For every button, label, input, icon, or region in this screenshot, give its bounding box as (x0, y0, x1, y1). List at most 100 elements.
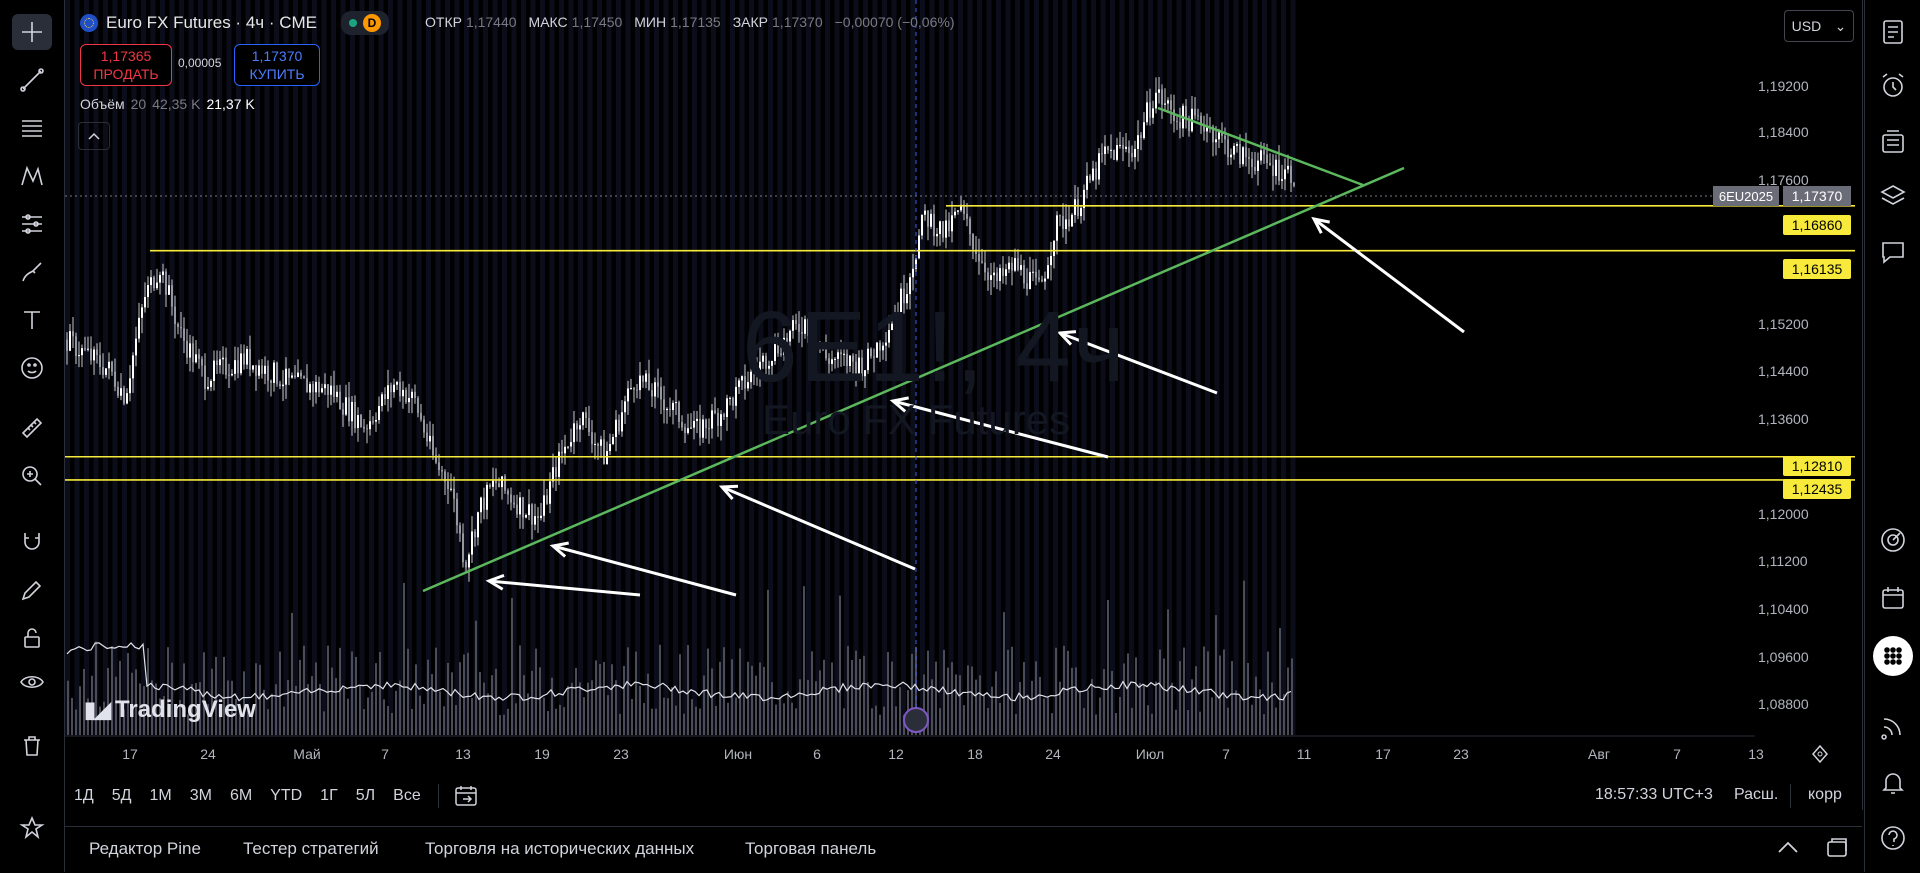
watchlist-icon[interactable] (1873, 12, 1913, 52)
tradingview-logo[interactable]: ▮◢ TradingView (84, 696, 256, 724)
emoji-tool-icon[interactable] (12, 350, 52, 386)
close-label: ЗАКР (732, 14, 769, 30)
bottom-panel: Редактор Pine Тестер стратегий Торговля … (65, 826, 1862, 873)
time-tick: 24 (200, 746, 216, 762)
tab-replay-trading[interactable]: Торговля на исторических данных (425, 839, 695, 858)
price-chart-canvas[interactable] (65, 0, 1862, 810)
price-tick: 1,08800 (1758, 696, 1809, 712)
extended-hours-button[interactable]: Расш. (1734, 786, 1779, 803)
range-ytd-button[interactable]: YTD (270, 787, 303, 804)
time-tick: 19 (534, 746, 550, 762)
currency-value: USD (1791, 18, 1822, 34)
products-grid-icon[interactable] (1873, 636, 1913, 676)
date-range-bar: 1Д 5Д 1М 3М 6М YTD 1Г 5Л Все (65, 776, 479, 816)
alarm-clock-icon[interactable] (1873, 66, 1913, 106)
level-price-label: 1,16135 (1783, 259, 1851, 279)
sell-button[interactable]: 1,17365 ПРОДАТЬ (80, 44, 172, 86)
calendar-icon[interactable] (1873, 578, 1913, 618)
buy-label: КУПИТЬ (249, 66, 305, 82)
eye-icon[interactable] (12, 664, 52, 700)
price-tick: 1,14400 (1758, 363, 1809, 379)
volume-ma-value: 42,35 K (152, 96, 201, 112)
chat-icon[interactable] (1873, 232, 1913, 272)
pattern-tool-icon[interactable] (12, 158, 52, 194)
time-tick: 12 (888, 746, 904, 762)
time-tick: 24 (1045, 746, 1061, 762)
clock-timezone[interactable]: 18:57:33 UTC+3 (1595, 786, 1713, 803)
time-tick: 23 (613, 746, 629, 762)
volume-ma-line (66, 642, 1292, 702)
time-tick: Май (293, 746, 321, 762)
buy-button[interactable]: 1,17370 КУПИТЬ (234, 44, 320, 86)
text-tool-icon[interactable] (12, 302, 52, 338)
market-status[interactable]: D (341, 11, 390, 35)
chevron-up-icon[interactable] (1777, 839, 1799, 858)
stream-signal-icon[interactable] (1873, 706, 1913, 746)
annotation-arrow-head (1056, 330, 1077, 346)
annotation-arrow-head (1311, 216, 1330, 234)
trash-icon[interactable] (12, 728, 52, 764)
draw-lock-pencil-icon[interactable] (12, 572, 52, 608)
range-1m-button[interactable]: 1М (149, 787, 172, 804)
ruler-tool-icon[interactable] (12, 410, 52, 446)
annotation-arrow (1313, 217, 1465, 334)
level-price-label: 1,12435 (1783, 479, 1851, 499)
time-tick: Авг (1588, 746, 1610, 762)
adjust-data-button[interactable]: корр (1808, 786, 1842, 803)
tab-pine-editor[interactable]: Редактор Pine (89, 839, 201, 858)
help-icon[interactable] (1873, 818, 1913, 858)
symbol-header[interactable]: Euro FX Futures · 4ч · CME D (80, 10, 390, 36)
range-5y-button[interactable]: 5Л (355, 787, 376, 804)
collapse-legend-button[interactable] (78, 122, 110, 150)
time-tick: 13 (1748, 746, 1764, 762)
time-tick: Июн (723, 746, 753, 762)
annotation-arrow (721, 485, 916, 571)
open-label: ОТКР (425, 14, 462, 30)
range-all-button[interactable]: Все (393, 787, 421, 804)
notifications-bell-icon[interactable] (1873, 762, 1913, 802)
data-window-icon[interactable] (1873, 122, 1913, 162)
annotation-arrow (552, 544, 737, 597)
forecast-tool-icon[interactable] (12, 206, 52, 242)
tab-trading-panel[interactable]: Торговая панель (745, 839, 877, 858)
brush-tool-icon[interactable] (12, 254, 52, 290)
annotation-arrow (1059, 331, 1218, 395)
tab-strategy-tester[interactable]: Тестер стратегий (243, 839, 379, 858)
uptrend-line (422, 166, 1405, 593)
price-tick: 1,18400 (1758, 124, 1809, 140)
range-1d-button[interactable]: 1Д (74, 787, 94, 804)
magnet-icon[interactable] (12, 524, 52, 560)
go-to-date-icon[interactable] (453, 784, 479, 808)
annotation-arrow-head (549, 541, 569, 558)
lock-icon[interactable] (12, 620, 52, 656)
star-icon[interactable] (12, 810, 52, 846)
low-value: 1,17135 (670, 14, 721, 30)
range-1y-button[interactable]: 1Г (320, 787, 338, 804)
annotation-arrow-head (485, 573, 505, 591)
fib-tool-icon[interactable] (12, 110, 52, 146)
range-3m-button[interactable]: 3М (189, 787, 212, 804)
left-toolbar (0, 0, 65, 872)
price-tick: 1,10400 (1758, 601, 1809, 617)
layers-icon[interactable] (1873, 176, 1913, 216)
time-axis-settings-icon[interactable] (1810, 744, 1830, 767)
volume-value: 21,37 K (206, 96, 255, 112)
price-tick: 1,12000 (1758, 506, 1809, 522)
divider (1790, 784, 1791, 808)
time-tick: 11 (1296, 746, 1312, 762)
range-5d-button[interactable]: 5Д (111, 787, 132, 804)
price-tick: 1,15200 (1758, 316, 1809, 332)
tradingview-logo-icon: ▮◢ (84, 697, 111, 722)
currency-select[interactable]: USD ⌄ (1784, 10, 1854, 42)
crosshair-tool-icon[interactable] (12, 14, 52, 50)
zoom-tool-icon[interactable] (12, 458, 52, 494)
range-6m-button[interactable]: 6М (229, 787, 253, 804)
chart-pane[interactable] (65, 0, 1863, 810)
time-tick: 6 (813, 746, 821, 762)
maximize-panel-icon[interactable] (1825, 837, 1849, 862)
hotlists-target-icon[interactable] (1873, 520, 1913, 560)
trend-line-tool-icon[interactable] (12, 62, 52, 98)
annotation-arrow (488, 579, 641, 597)
symbol-title[interactable]: Euro FX Futures · 4ч · CME (106, 13, 318, 32)
volume-legend[interactable]: Объём 20 42,35 K 21,37 K (80, 96, 255, 112)
